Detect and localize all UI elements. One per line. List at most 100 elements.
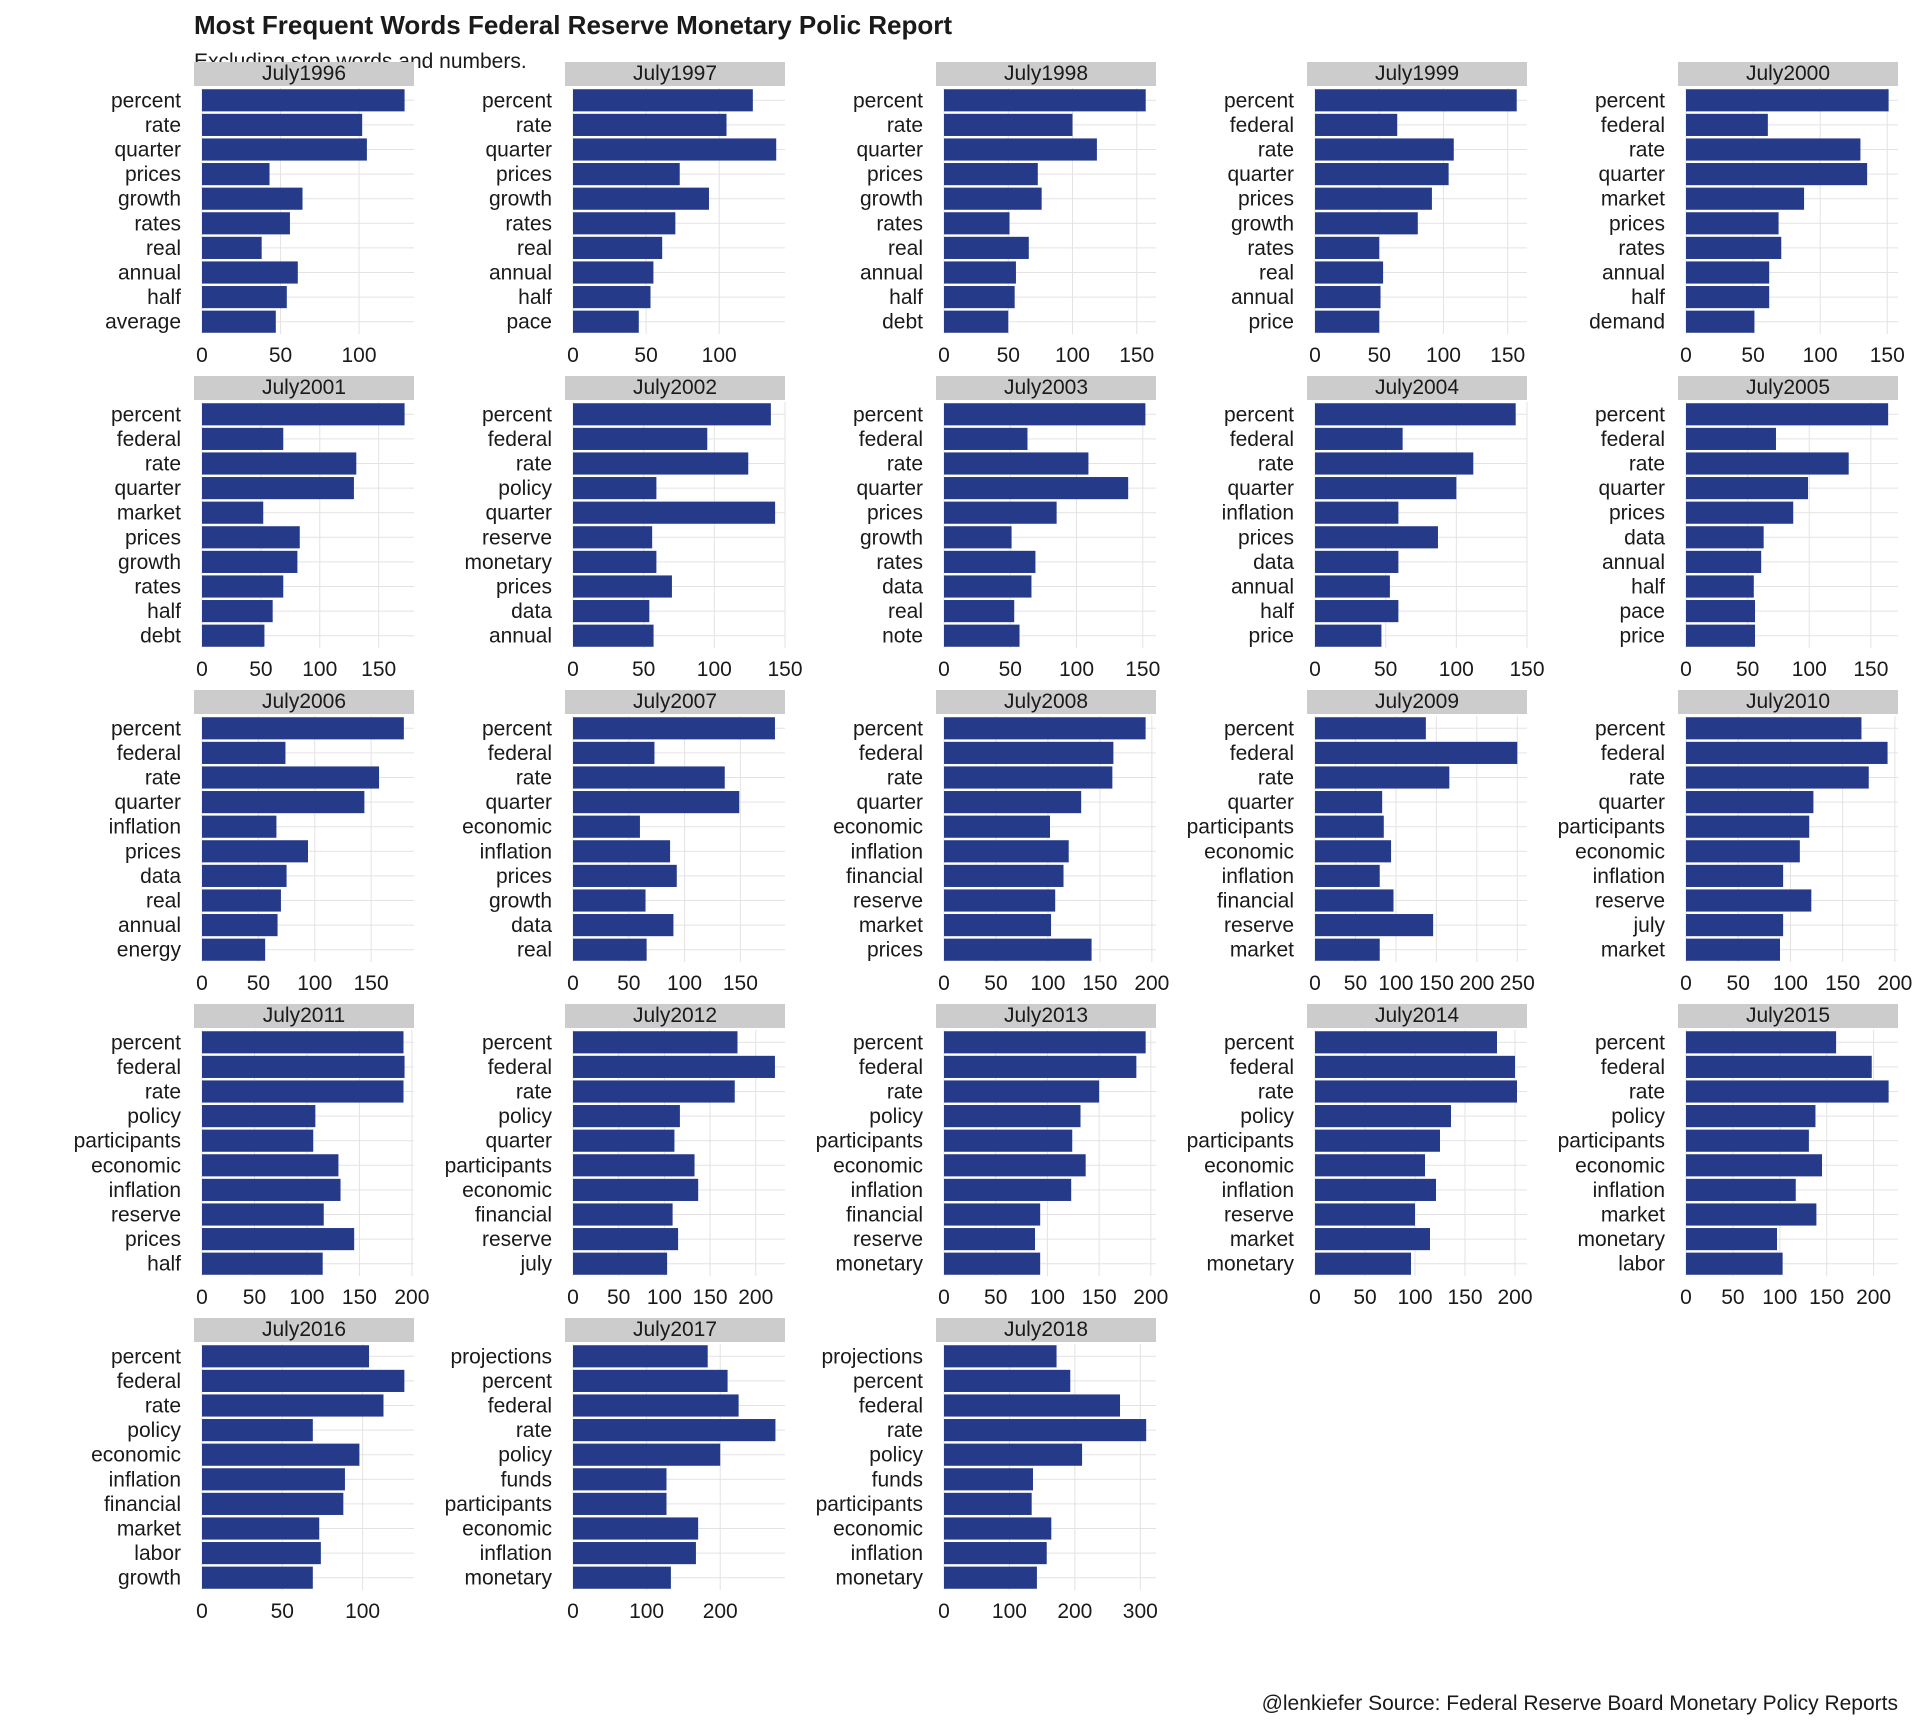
bar [1315, 261, 1384, 284]
category-label: prices [1238, 188, 1294, 211]
x-tick-label: 100 [1397, 1286, 1432, 1309]
category-label: real [146, 237, 181, 260]
category-label: percent [482, 717, 552, 740]
bar [1686, 477, 1809, 500]
bar [202, 1394, 384, 1417]
bar [202, 1154, 339, 1177]
category-label: inflation [109, 1179, 181, 1202]
category-label: percent [482, 403, 552, 426]
category-label: data [140, 865, 181, 888]
category-label: annual [118, 262, 181, 285]
x-tick-label: 150 [1509, 658, 1544, 681]
category-label: market [859, 914, 923, 937]
facet-panel: July2007 percentfederalratequartereconomi… [462, 690, 785, 995]
bar [1686, 1252, 1783, 1275]
facet-label: July2018 [1004, 1318, 1088, 1341]
category-label: real [517, 237, 552, 260]
category-label: market [117, 502, 181, 525]
category-label: federal [1230, 742, 1294, 765]
category-label: half [889, 286, 923, 309]
facet-panel: July2003 percentfederalratequarterpricesg… [853, 376, 1160, 681]
category-label: financial [1217, 890, 1294, 913]
bar [202, 477, 354, 500]
category-label: rates [134, 212, 181, 235]
category-label: quarter [856, 791, 923, 814]
bar [1686, 575, 1754, 598]
bar [202, 1080, 404, 1103]
category-label: financial [846, 865, 923, 888]
facet-label: July2003 [1004, 376, 1088, 399]
bar [944, 1517, 1052, 1540]
facet-strip [565, 690, 785, 714]
bar [1686, 1080, 1889, 1103]
facet-strip [936, 690, 1156, 714]
bar [573, 766, 725, 789]
x-tick-label: 50 [999, 658, 1022, 681]
category-label: labor [1618, 1253, 1665, 1276]
category-label: reserve [482, 526, 552, 549]
category-label: price [1248, 625, 1294, 648]
facet-strip [194, 690, 414, 714]
category-label: rate [887, 114, 923, 137]
facet-strip [1307, 62, 1527, 86]
category-label: monetary [1206, 1253, 1294, 1276]
bar [944, 1105, 1081, 1128]
category-label: price [1619, 625, 1665, 648]
category-label: percent [1595, 1031, 1665, 1054]
category-label: half [147, 1253, 181, 1276]
x-tick-label: 100 [1059, 658, 1094, 681]
x-tick-label: 150 [342, 1286, 377, 1309]
category-label: percent [853, 717, 923, 740]
facet-panel: July2010 percentfederalratequarterpartici… [1558, 690, 1912, 995]
bar [944, 1492, 1032, 1515]
category-label: inflation [1593, 865, 1665, 888]
bar [1315, 286, 1381, 309]
bar [202, 1468, 345, 1491]
x-tick-label: 0 [567, 972, 579, 995]
category-label: policy [498, 1105, 552, 1128]
category-label: participants [1187, 1130, 1294, 1153]
category-label: inflation [1222, 1179, 1294, 1202]
category-label: participants [1558, 816, 1665, 839]
bar [1315, 741, 1518, 764]
category-label: quarter [1598, 163, 1665, 186]
category-label: half [518, 286, 552, 309]
bar [202, 1129, 314, 1152]
x-tick-label: 200 [1459, 972, 1494, 995]
bar [1315, 477, 1457, 500]
x-tick-label: 0 [1680, 1286, 1692, 1309]
category-label: policy [869, 1444, 923, 1467]
bar [573, 1105, 680, 1128]
bar [573, 1492, 667, 1515]
category-label: prices [1238, 526, 1294, 549]
category-label: federal [117, 1370, 181, 1393]
bar [1315, 815, 1384, 838]
facet-label: July2008 [1004, 690, 1088, 713]
bar [202, 550, 298, 573]
bar [573, 1055, 775, 1078]
x-tick-label: 150 [693, 1286, 728, 1309]
x-tick-label: 50 [269, 344, 292, 367]
category-label: debt [140, 625, 181, 648]
x-tick-label: 150 [1490, 344, 1525, 367]
facet-label: July1997 [633, 62, 717, 85]
x-tick-label: 200 [394, 1286, 429, 1309]
category-label: real [517, 939, 552, 962]
bar [1686, 427, 1776, 450]
bar [1686, 914, 1784, 937]
bar [1686, 624, 1756, 647]
category-label: economic [833, 1518, 923, 1541]
facet-label: July2014 [1375, 1004, 1459, 1027]
bar [573, 1228, 679, 1251]
category-label: rate [145, 453, 181, 476]
bar [944, 286, 1015, 309]
bar [573, 717, 775, 740]
category-label: rate [516, 767, 552, 790]
bar [944, 1203, 1041, 1226]
bar [573, 1369, 728, 1392]
category-label: reserve [111, 1204, 181, 1227]
bar [1686, 403, 1889, 426]
bar [1315, 427, 1403, 450]
category-label: real [146, 890, 181, 913]
bar [202, 501, 264, 524]
